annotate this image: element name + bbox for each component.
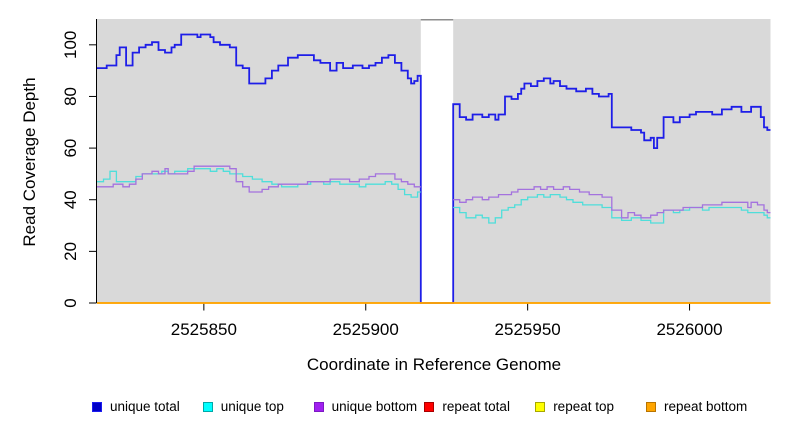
legend-label: unique total	[110, 399, 180, 414]
x-tick-label: 2525900	[333, 320, 399, 339]
series-line-unique-bottom	[97, 165, 421, 193]
legend-label: repeat bottom	[664, 399, 748, 414]
x-axis-title: Coordinate in Reference Genome	[306, 355, 562, 374]
legend-label: unique bottom	[331, 399, 418, 414]
legend-label: repeat top	[553, 399, 614, 414]
y-tick-label: 40	[61, 190, 80, 209]
legend-swatch-icon	[313, 402, 324, 412]
legend-item-repeat-bottom: repeat bottom	[646, 398, 747, 416]
series-line-unique-total	[97, 33, 771, 304]
legend-item-unique-bottom: unique bottom	[313, 398, 418, 416]
y-axis-title: Read Coverage Depth	[20, 77, 39, 247]
legend-label: unique top	[220, 399, 284, 414]
y-tick-label: 0	[61, 298, 80, 307]
x-tick-label: 2526000	[656, 320, 722, 339]
series-line-unique-bottom	[453, 186, 771, 219]
legend-item-unique-top: unique top	[202, 398, 284, 416]
legend-item-repeat-top: repeat top	[535, 398, 614, 416]
series-line-unique-top	[453, 193, 771, 224]
legend: unique total unique top unique bottom repea…	[0, 398, 792, 418]
legend-item-unique-total: unique total	[92, 398, 180, 416]
legend-swatch-icon	[202, 402, 213, 412]
legend-swatch-icon	[646, 402, 656, 412]
legend-label: repeat total	[442, 399, 510, 414]
legend-swatch-icon	[92, 402, 102, 412]
legend-item-repeat-total: repeat total	[424, 398, 510, 416]
y-tick-label: 100	[61, 31, 80, 59]
legend-swatch-icon	[535, 402, 546, 412]
y-tick-label: 80	[61, 87, 80, 106]
y-tick-label: 20	[61, 242, 80, 261]
x-tick-label: 2525950	[495, 320, 561, 339]
legend-swatch-icon	[424, 402, 435, 412]
y-tick-label: 60	[61, 139, 80, 158]
coverage-gap-band	[420, 20, 454, 303]
x-tick-label: 2525850	[171, 320, 237, 339]
